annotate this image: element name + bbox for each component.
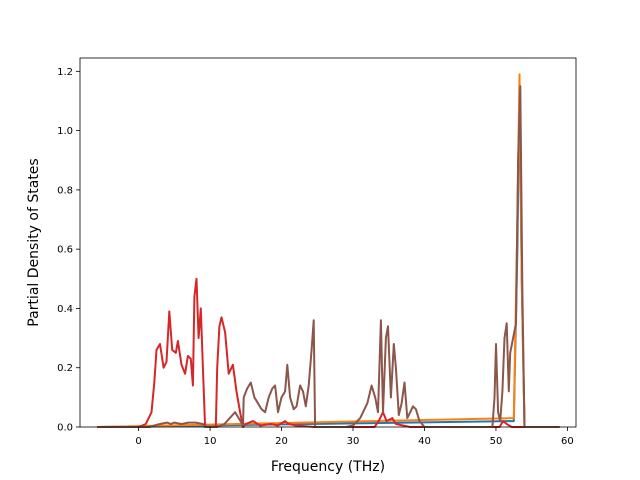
series-layer bbox=[97, 73, 560, 428]
x-tick-label: 20 bbox=[275, 436, 288, 447]
y-tick-label: 0.4 bbox=[57, 304, 73, 315]
y-tick-label: 1.2 bbox=[57, 67, 73, 78]
x-tick-label: 40 bbox=[418, 436, 431, 447]
x-axis-label: Frequency (THz) bbox=[271, 459, 385, 475]
y-tick-label: 0.2 bbox=[57, 363, 73, 374]
series-line-4 bbox=[97, 85, 560, 428]
y-axis-label: Partial Density of States bbox=[26, 158, 42, 326]
plot-area-frame bbox=[79, 57, 577, 428]
series-line-2 bbox=[97, 73, 560, 428]
x-tick-label: 30 bbox=[347, 436, 360, 447]
x-tick-label: 0 bbox=[135, 436, 141, 447]
x-axis-ticks: 0 10 20 30 40 50 60 bbox=[135, 427, 574, 447]
y-tick-label: 0.8 bbox=[57, 185, 73, 196]
series-line-3 bbox=[97, 277, 560, 428]
y-tick-label: 0.0 bbox=[57, 423, 73, 434]
y-tick-label: 1.0 bbox=[57, 126, 73, 137]
x-tick-label: 50 bbox=[490, 436, 503, 447]
x-tick-label: 10 bbox=[204, 436, 217, 447]
y-tick-label: 0.6 bbox=[57, 245, 73, 256]
x-tick-label: 60 bbox=[561, 436, 574, 447]
y-axis-ticks: 0.0 0.2 0.4 0.6 0.8 1.0 1.2 bbox=[57, 67, 80, 434]
series-line-1 bbox=[97, 82, 560, 428]
